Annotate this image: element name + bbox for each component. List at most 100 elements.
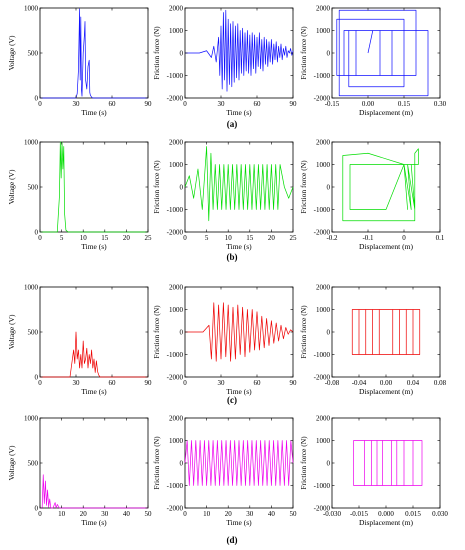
x-tick-label: -0.015 [350, 510, 369, 518]
x-tick-label: 30 [218, 100, 226, 108]
x-tick-label: 60 [254, 100, 262, 108]
y-tick-label: 0 [180, 183, 184, 191]
x-tick-label: 90 [145, 379, 153, 387]
y-axis-label: Voltage (V) [7, 445, 16, 481]
x-tick-label: 0.030 [432, 510, 448, 518]
x-tick-label: 10 [80, 234, 88, 242]
x-axis-label: Displacement (m) [359, 387, 413, 396]
x-axis-label: Displacement (m) [359, 108, 413, 117]
y-tick-label: 2000 [169, 283, 184, 291]
series-line [184, 440, 294, 486]
y-tick-label: -1000 [314, 72, 331, 80]
plot-frame [39, 417, 149, 509]
y-tick-label: 500 [28, 328, 39, 336]
y-tick-label: 2000 [316, 414, 331, 422]
y-tick-label: 2000 [169, 4, 184, 12]
x-axis-label: Time (s) [81, 242, 107, 251]
y-tick-label: 2000 [316, 138, 331, 146]
series-line [353, 440, 423, 486]
x-tick-label: 40 [268, 510, 276, 518]
y-tick-label: 0 [35, 373, 39, 381]
y-tick-label: -2000 [314, 504, 331, 512]
x-tick-label: 20 [268, 234, 276, 242]
x-tick-label: 0.00 [362, 100, 375, 108]
y-tick-label: 500 [28, 459, 39, 467]
chart-panel-8: 0 30 60 90 -2000 -1000 0 1000 2000 Time (s) Fricti… [152, 283, 297, 396]
x-tick-label: 90 [290, 100, 298, 108]
x-tick-label: 0 [38, 100, 42, 108]
y-tick-label: 1000 [316, 306, 331, 314]
y-axis-label: Friction force (N) [299, 436, 308, 490]
chart-panel-1: 0 30 60 90 0 500 1000 Time (s) Voltage (V) [7, 4, 152, 117]
y-tick-label: 1000 [316, 161, 331, 169]
x-axis-label: Time (s) [81, 518, 107, 527]
x-tick-label: 15 [246, 234, 254, 242]
y-tick-label: 0 [327, 183, 331, 191]
y-tick-label: -1000 [167, 72, 184, 80]
y-tick-label: 2000 [316, 283, 331, 291]
y-tick-label: 0 [180, 459, 184, 467]
y-tick-label: -1000 [314, 206, 331, 214]
x-axis-label: Displacement (m) [359, 518, 413, 527]
series-line [40, 141, 148, 233]
x-tick-label: 0.000 [378, 510, 394, 518]
x-tick-label: 50 [290, 510, 298, 518]
x-tick-label: 60 [254, 379, 262, 387]
x-tick-label: 0 [38, 234, 42, 242]
x-tick-label: 20 [80, 510, 88, 518]
x-tick-label: 0.04 [407, 379, 420, 387]
series-line [351, 309, 421, 355]
x-axis-label: Time (s) [81, 108, 107, 117]
y-tick-label: 500 [28, 49, 39, 57]
x-tick-label: 10 [203, 510, 211, 518]
y-tick-label: 0 [35, 94, 39, 102]
x-tick-label: 10 [225, 234, 233, 242]
x-tick-label: 0 [183, 100, 187, 108]
plot-frame [39, 286, 149, 378]
y-tick-label: -1000 [167, 206, 184, 214]
y-axis-label: Friction force (N) [299, 26, 308, 80]
x-tick-label: 0 [183, 510, 187, 518]
x-tick-label: 30 [246, 510, 254, 518]
x-tick-label: 0.30 [434, 100, 447, 108]
panel-label: (d) [227, 535, 238, 545]
y-tick-label: -2000 [167, 94, 184, 102]
x-tick-label: -0.2 [326, 234, 338, 242]
x-axis-label: Time (s) [226, 387, 252, 396]
x-tick-label: 30 [73, 100, 81, 108]
y-tick-label: -1000 [167, 351, 184, 359]
chart-panel-4: 0 5 10 15 20 25 0 500 1000 Time (s) Voltage (V) [7, 138, 152, 251]
y-tick-label: 1000 [169, 306, 184, 314]
x-tick-label: 60 [109, 379, 117, 387]
y-tick-label: 0 [327, 49, 331, 57]
x-tick-label: -0.030 [323, 510, 342, 518]
y-tick-label: 2000 [169, 414, 184, 422]
plot-frame [39, 141, 149, 233]
x-tick-label: -0.08 [325, 379, 340, 387]
chart-panel-5: 0 5 10 15 20 25 -2000 -1000 0 1000 2000 Time (s) Fri… [152, 138, 297, 251]
x-axis-label: Time (s) [81, 387, 107, 396]
plot-frame [331, 7, 441, 99]
y-axis-label: Friction force (N) [299, 305, 308, 359]
y-tick-label: 2000 [169, 138, 184, 146]
y-tick-label: -2000 [314, 228, 331, 236]
x-tick-label: 0 [38, 379, 42, 387]
x-tick-label: 0 [183, 234, 187, 242]
series-line [185, 302, 294, 362]
y-tick-label: 1000 [24, 283, 39, 291]
plot-frame [39, 7, 149, 99]
y-tick-label: -1000 [167, 482, 184, 490]
chart-panel-3: -0.15 0.00 0.15 0.30 -2000 -1000 0 1000 2000 Disp… [299, 4, 447, 117]
y-tick-label: 500 [28, 183, 39, 191]
series-line [40, 331, 148, 378]
x-axis-label: Time (s) [226, 242, 252, 251]
x-tick-label: 90 [145, 100, 153, 108]
plot-frame [331, 417, 441, 509]
y-axis-label: Friction force (N) [152, 305, 161, 359]
x-axis-label: Displacement (m) [359, 242, 413, 251]
x-tick-label: 5 [60, 234, 64, 242]
x-tick-label: 0.015 [405, 510, 421, 518]
x-tick-label: 20 [225, 510, 233, 518]
x-tick-label: 30 [101, 510, 109, 518]
